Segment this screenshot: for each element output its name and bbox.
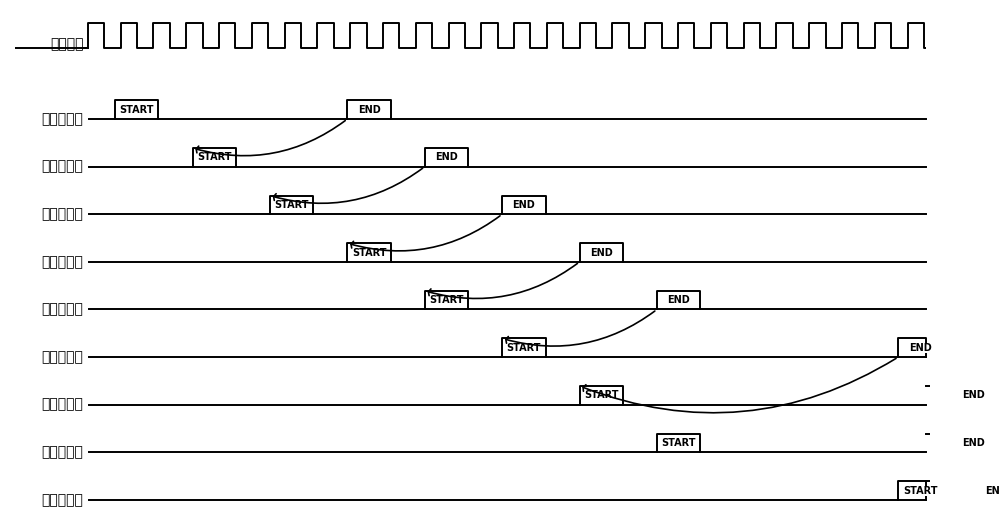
Text: END: END	[962, 390, 985, 400]
Text: END: END	[909, 343, 931, 353]
Text: START: START	[274, 200, 309, 210]
Text: 行扫描信号: 行扫描信号	[41, 350, 83, 364]
Text: END: END	[985, 486, 1000, 495]
Text: 基准时钟: 基准时钟	[50, 37, 83, 51]
Text: 行扫描信号: 行扫描信号	[41, 160, 83, 173]
Text: START: START	[429, 295, 464, 305]
Text: END: END	[513, 200, 535, 210]
Text: 行扫描信号: 行扫描信号	[41, 302, 83, 317]
Text: 行扫描信号: 行扫描信号	[41, 255, 83, 269]
Text: 行扫描信号: 行扫描信号	[41, 207, 83, 221]
Text: END: END	[590, 247, 613, 257]
Text: 行扫描信号: 行扫描信号	[41, 112, 83, 126]
Text: END: END	[962, 438, 985, 448]
Text: START: START	[903, 486, 937, 495]
Text: START: START	[584, 390, 619, 400]
Text: END: END	[358, 105, 380, 115]
Text: START: START	[120, 105, 154, 115]
Text: END: END	[667, 295, 690, 305]
Text: START: START	[197, 152, 232, 162]
Text: START: START	[352, 247, 386, 257]
Text: END: END	[435, 152, 458, 162]
Text: START: START	[507, 343, 541, 353]
Text: START: START	[661, 438, 696, 448]
Text: 行扫描信号: 行扫描信号	[41, 397, 83, 412]
Text: 行扫描信号: 行扫描信号	[41, 493, 83, 507]
Text: 行扫描信号: 行扫描信号	[41, 445, 83, 459]
